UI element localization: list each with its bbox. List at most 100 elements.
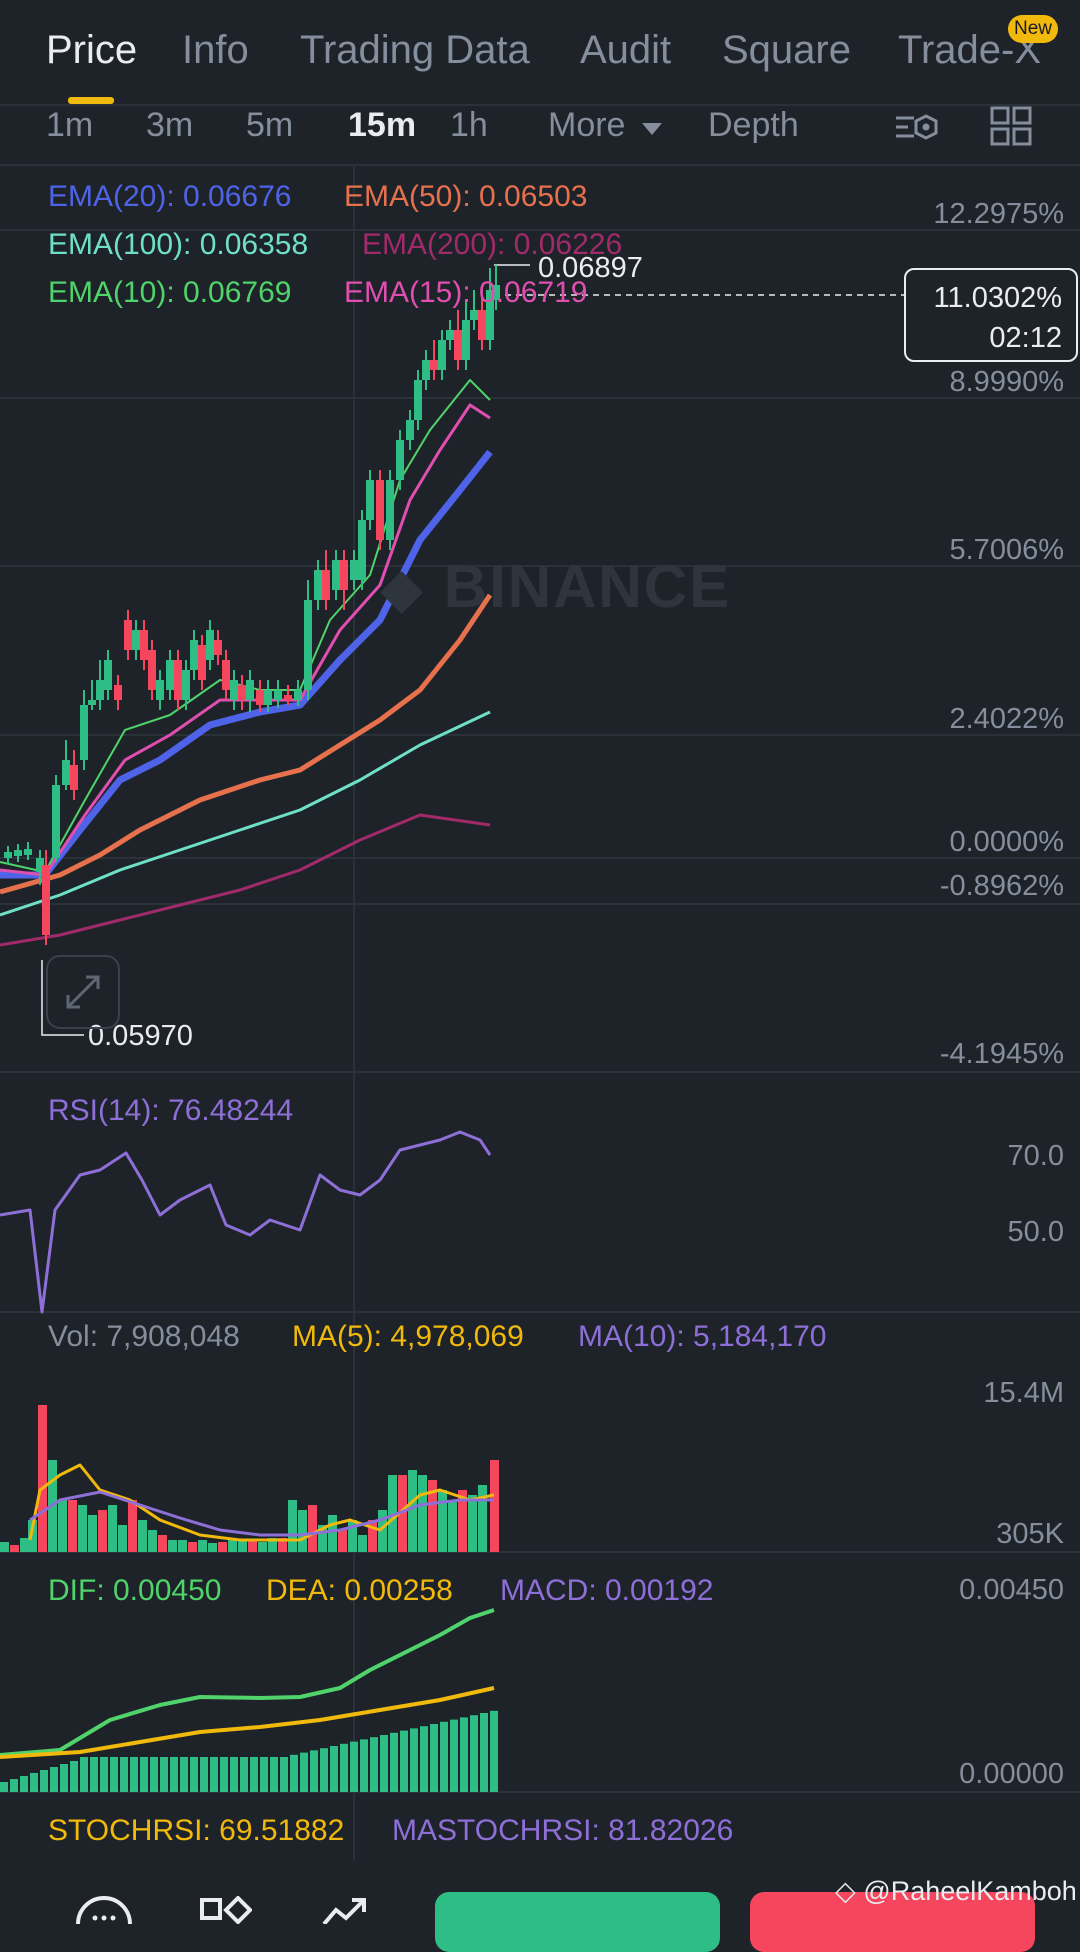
volume-bar: [278, 1538, 287, 1552]
macd-histogram-bar: [330, 1746, 338, 1792]
volume-bar: [288, 1500, 297, 1552]
tab-audit[interactable]: Audit: [580, 28, 672, 72]
kline-chart[interactable]: [0, 166, 1080, 1866]
buy-button[interactable]: [435, 1892, 720, 1952]
trade-arrow-icon[interactable]: [320, 1896, 370, 1924]
candle-body: [358, 520, 366, 580]
price-axis-label: 8.9990%: [949, 366, 1065, 398]
low-price-label: 0.05970: [88, 1020, 193, 1052]
volume-bar: [38, 1405, 47, 1552]
candle-body: [274, 690, 282, 700]
interval-15m[interactable]: 15m: [348, 106, 417, 144]
macd-histogram-bar: [310, 1750, 318, 1792]
candle-body: [80, 705, 88, 760]
volume-bar: [78, 1505, 87, 1552]
candle-countdown: 02:12: [989, 322, 1062, 354]
rsi-legend: RSI(14): 76.48244: [48, 1094, 294, 1127]
candle-body: [36, 858, 44, 872]
bottom-action-bar: [0, 1858, 1080, 1924]
volume-bar: [178, 1540, 187, 1552]
candle-body: [42, 865, 50, 935]
candle-body: [166, 660, 174, 690]
tab-price[interactable]: Price: [46, 28, 138, 72]
interval-1h[interactable]: 1h: [450, 106, 488, 144]
binance-logo-icon: ◆: [380, 556, 426, 619]
tab-square[interactable]: Square: [722, 28, 851, 72]
volume-bar: [138, 1520, 147, 1552]
interval-more[interactable]: More: [548, 106, 663, 145]
layout-grid-icon[interactable]: [990, 106, 1032, 146]
candle-body: [246, 680, 254, 700]
mastochrsi-legend: MASTOCHRSI: 81.82026: [392, 1814, 734, 1847]
macd-histogram-bar: [80, 1757, 88, 1792]
new-badge: New: [1008, 15, 1058, 43]
interval-5m[interactable]: 5m: [246, 106, 294, 144]
ema200-legend: EMA(200): 0.06226: [362, 228, 623, 261]
tab-info[interactable]: Info: [182, 28, 249, 72]
candle-body: [52, 785, 60, 858]
macd-dif-line: [0, 1608, 495, 1757]
macd-histogram-bar: [320, 1748, 328, 1792]
candle-body: [406, 420, 414, 440]
interval-1m[interactable]: 1m: [46, 106, 94, 144]
interval-depth[interactable]: Depth: [708, 106, 799, 144]
macd-histogram-bar: [280, 1757, 288, 1792]
candle-body: [446, 330, 454, 340]
macd-axis-label: 0.00450: [959, 1574, 1064, 1606]
price-axis-label: -0.8962%: [939, 870, 1064, 902]
ema50-line: [0, 593, 493, 895]
candle-body: [430, 360, 438, 370]
volume-bar: [348, 1520, 357, 1552]
volume-bar: [268, 1538, 277, 1552]
volume-bar: [188, 1542, 197, 1552]
volume-bar: [158, 1535, 167, 1552]
macd-histogram-bar: [200, 1757, 208, 1792]
interval-more-label: More: [548, 106, 626, 144]
macd-histogram-bar: [170, 1757, 178, 1792]
ema100-line: [0, 710, 491, 917]
volume-bar: [418, 1475, 427, 1552]
fullscreen-button[interactable]: [46, 955, 120, 1029]
candle-body: [438, 340, 446, 370]
macd-dea-legend: DEA: 0.00258: [266, 1574, 453, 1607]
volume-bar: [228, 1540, 237, 1552]
macd-histogram-bar: [450, 1719, 458, 1792]
price-axis-label: 5.7006%: [949, 534, 1065, 566]
macd-histogram-bar: [460, 1717, 468, 1792]
expand-icon: [66, 975, 100, 1009]
volume-ma10-legend: MA(10): 5,184,170: [578, 1320, 827, 1353]
interval-3m[interactable]: 3m: [146, 106, 194, 144]
candle-body: [124, 620, 132, 650]
volume-bar: [248, 1540, 257, 1552]
candle-body: [422, 360, 430, 380]
volume-bar: [448, 1500, 457, 1552]
price-axis-label: -4.1945%: [939, 1038, 1064, 1070]
macd-histogram-bar: [10, 1779, 18, 1792]
volume-bar: [218, 1542, 227, 1552]
tab-trading-data[interactable]: Trading Data: [300, 28, 530, 72]
macd-histogram-bar: [230, 1757, 238, 1792]
candle-body: [486, 290, 494, 340]
volume-axis-label: 305K: [996, 1518, 1064, 1550]
macd-histogram-bar: [160, 1757, 168, 1792]
macd-histogram-bar: [270, 1757, 278, 1792]
rsi-axis-label: 50.0: [1007, 1216, 1064, 1248]
candle-body: [132, 630, 140, 650]
current-price-percent: 11.0302%: [933, 282, 1062, 314]
volume-bar: [368, 1520, 377, 1552]
indicator-settings-icon[interactable]: [894, 110, 940, 144]
more-icon[interactable]: [76, 1894, 132, 1924]
volume-bar: [20, 1538, 29, 1552]
shapes-icon[interactable]: [200, 1896, 252, 1924]
volume-bar: [198, 1540, 207, 1552]
volume-bar: [68, 1500, 77, 1552]
volume-bar: [168, 1540, 177, 1552]
ema50-legend: EMA(50): 0.06503: [344, 180, 588, 213]
macd-dea-line: [0, 1686, 495, 1759]
macd-histogram-bar: [90, 1757, 98, 1792]
candle-body: [332, 560, 340, 590]
current-price-box: 11.0302% 02:12: [904, 268, 1078, 362]
candle-body: [350, 560, 358, 580]
candle-body: [174, 660, 182, 700]
volume-bar: [58, 1500, 67, 1552]
